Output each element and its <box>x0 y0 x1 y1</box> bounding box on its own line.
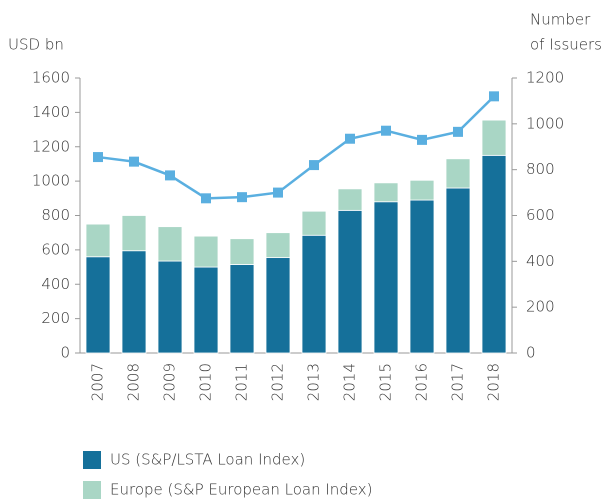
bar <box>373 201 399 354</box>
legend-swatch <box>83 451 101 469</box>
y-tick-label: 600 <box>41 240 70 258</box>
y-axis-label: USD bn <box>8 36 64 54</box>
y-tick-label: 1600 <box>32 69 70 87</box>
legend-swatch <box>83 481 101 499</box>
bar <box>193 235 219 268</box>
y2-tick-label: 600 <box>526 206 555 224</box>
bar <box>445 187 471 354</box>
bar <box>121 215 147 252</box>
x-tick-label: 2012 <box>269 363 287 401</box>
line-marker <box>129 156 139 167</box>
bar <box>373 182 399 203</box>
bar <box>229 238 255 265</box>
x-tick-label: 2011 <box>233 363 251 401</box>
bar <box>229 264 255 354</box>
bar <box>85 223 111 258</box>
line-marker <box>201 193 211 204</box>
y2-tick-label: 800 <box>526 160 555 178</box>
bar <box>337 188 363 211</box>
line-marker <box>345 133 355 144</box>
bar <box>337 209 363 354</box>
bar <box>301 234 327 354</box>
line-marker <box>237 192 247 203</box>
y2-tick-label: 0 <box>526 344 536 362</box>
line-marker <box>381 125 391 136</box>
bar <box>157 226 183 262</box>
x-tick-label: 2009 <box>161 363 179 401</box>
y-tick-label: 1000 <box>32 172 70 190</box>
x-tick-label: 2010 <box>197 363 215 401</box>
bar <box>265 232 291 259</box>
legend-label: US (S&P/LSTA Loan Index) <box>110 451 305 469</box>
line-marker <box>93 152 103 163</box>
line <box>97 95 495 200</box>
y2-tick-label: 400 <box>526 252 555 270</box>
bar <box>265 257 291 354</box>
x-tick-label: 2013 <box>305 363 323 401</box>
x-tick-label: 2007 <box>89 363 107 401</box>
bar <box>301 210 327 236</box>
line-marker <box>165 170 175 181</box>
bar <box>481 119 507 156</box>
bar <box>85 256 111 354</box>
x-tick-label: 2014 <box>341 363 359 401</box>
x-tick-label: 2018 <box>485 363 503 401</box>
bar <box>409 199 435 354</box>
bar <box>409 179 435 201</box>
bar <box>193 266 219 354</box>
y2-axis-label: of Issuers <box>530 36 602 54</box>
line-marker <box>453 126 463 137</box>
line-marker <box>417 134 427 145</box>
y2-axis-label: Number <box>530 11 591 29</box>
x-tick-label: 2016 <box>413 363 431 401</box>
y-tick-label: 800 <box>41 206 70 224</box>
line-marker <box>309 160 319 171</box>
y-tick-label: 200 <box>41 309 70 327</box>
y-tick-label: 1400 <box>32 103 70 121</box>
y-tick-label: 400 <box>41 275 70 293</box>
y2-tick-label: 1000 <box>526 114 564 132</box>
x-tick-label: 2008 <box>125 363 143 401</box>
x-tick-label: 2015 <box>377 363 395 401</box>
x-tick-label: 2017 <box>449 363 467 401</box>
y2-tick-label: 1200 <box>526 69 564 87</box>
line-marker <box>489 91 499 102</box>
bar <box>121 250 147 354</box>
legend-label: Europe (S&P European Loan Index) <box>110 481 373 499</box>
bar <box>481 154 507 354</box>
y2-tick-label: 200 <box>526 298 555 316</box>
y-tick-label: 0 <box>60 344 70 362</box>
bar <box>157 260 183 354</box>
line-marker <box>273 187 283 198</box>
bar <box>445 158 471 189</box>
y-tick-label: 1200 <box>32 137 70 155</box>
